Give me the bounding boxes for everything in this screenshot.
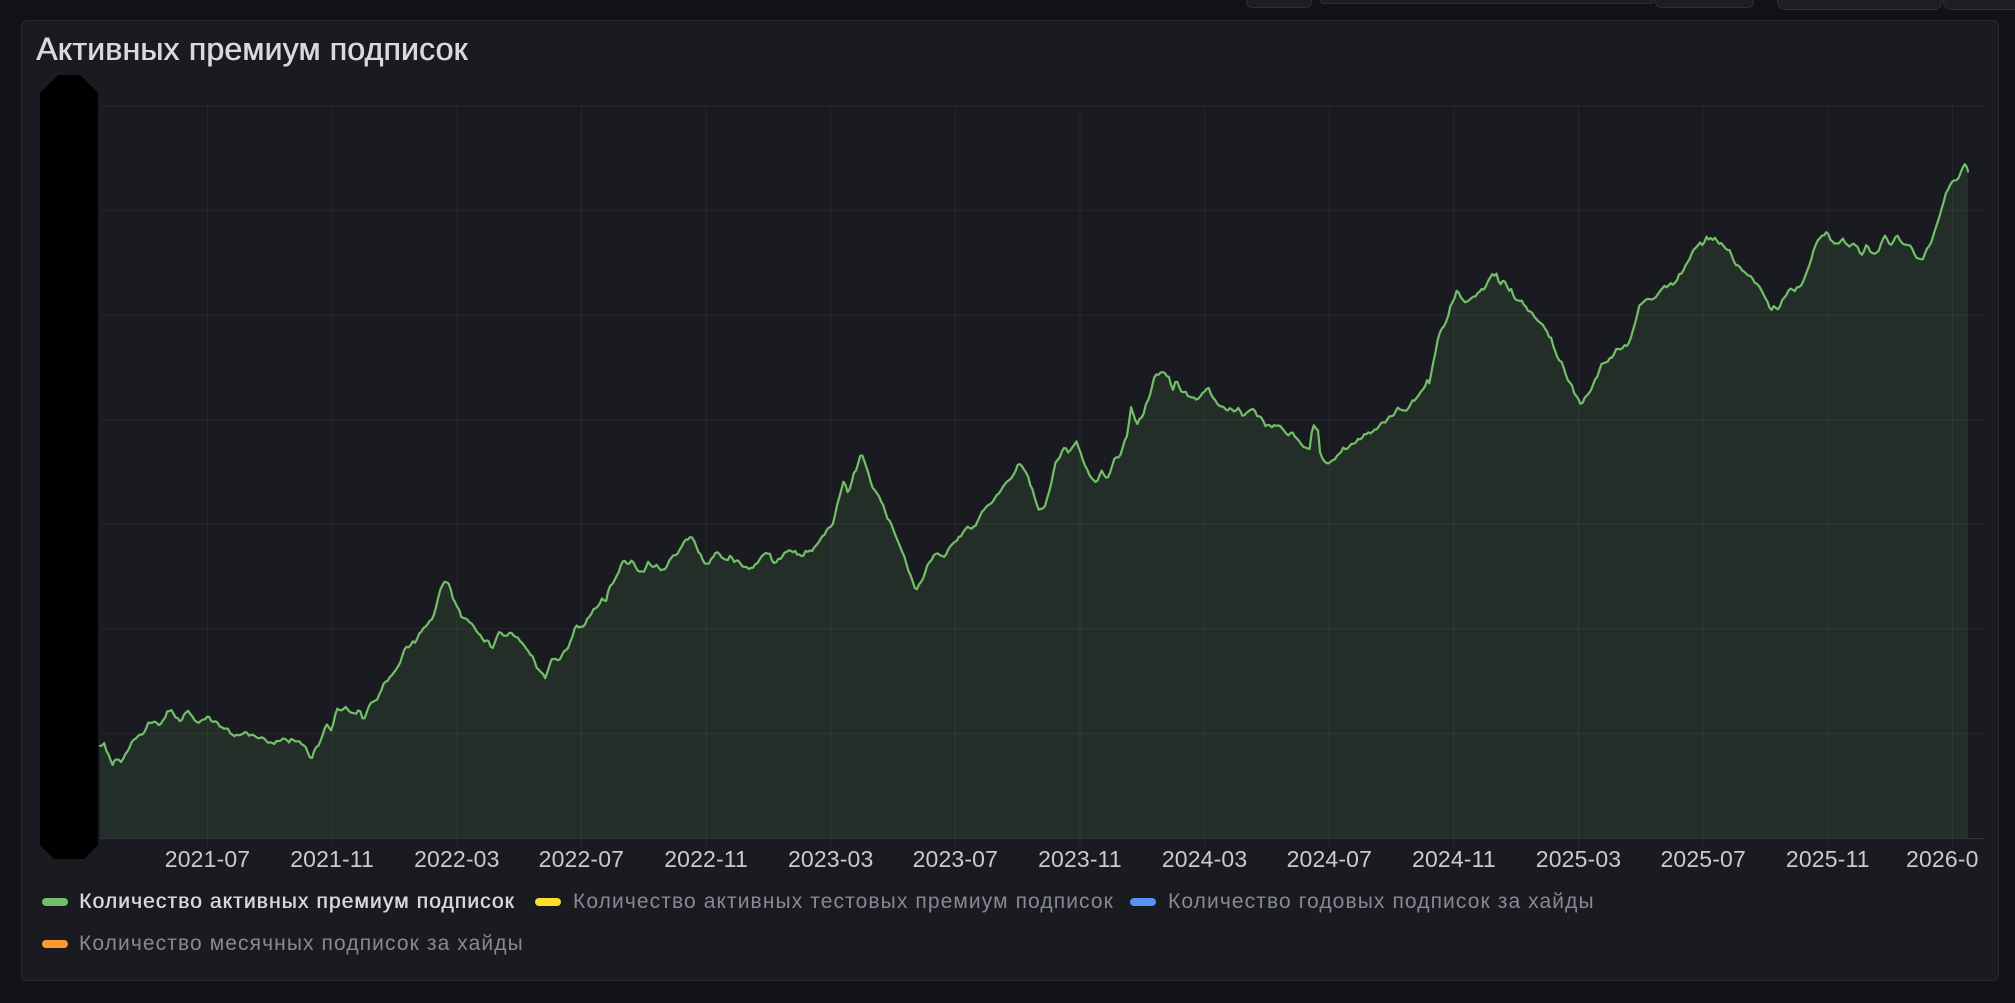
svg-text:2025-07: 2025-07	[1660, 846, 1745, 872]
svg-text:2022-11: 2022-11	[664, 846, 748, 872]
svg-text:2025-11: 2025-11	[1786, 846, 1870, 872]
svg-text:2024-03: 2024-03	[1162, 846, 1247, 872]
svg-text:2023-11: 2023-11	[1038, 846, 1122, 872]
svg-text:2021-07: 2021-07	[165, 846, 250, 872]
svg-text:2022-03: 2022-03	[414, 846, 499, 872]
svg-text:2023-07: 2023-07	[913, 846, 998, 872]
svg-text:2022-07: 2022-07	[539, 846, 624, 872]
svg-text:2024-11: 2024-11	[1412, 846, 1496, 872]
svg-text:2021-11: 2021-11	[290, 846, 374, 872]
svg-text:2026-0: 2026-0	[1906, 846, 1979, 872]
svg-text:2025-03: 2025-03	[1536, 846, 1621, 872]
svg-text:2023-03: 2023-03	[788, 846, 873, 872]
svg-text:2024-07: 2024-07	[1287, 846, 1372, 872]
